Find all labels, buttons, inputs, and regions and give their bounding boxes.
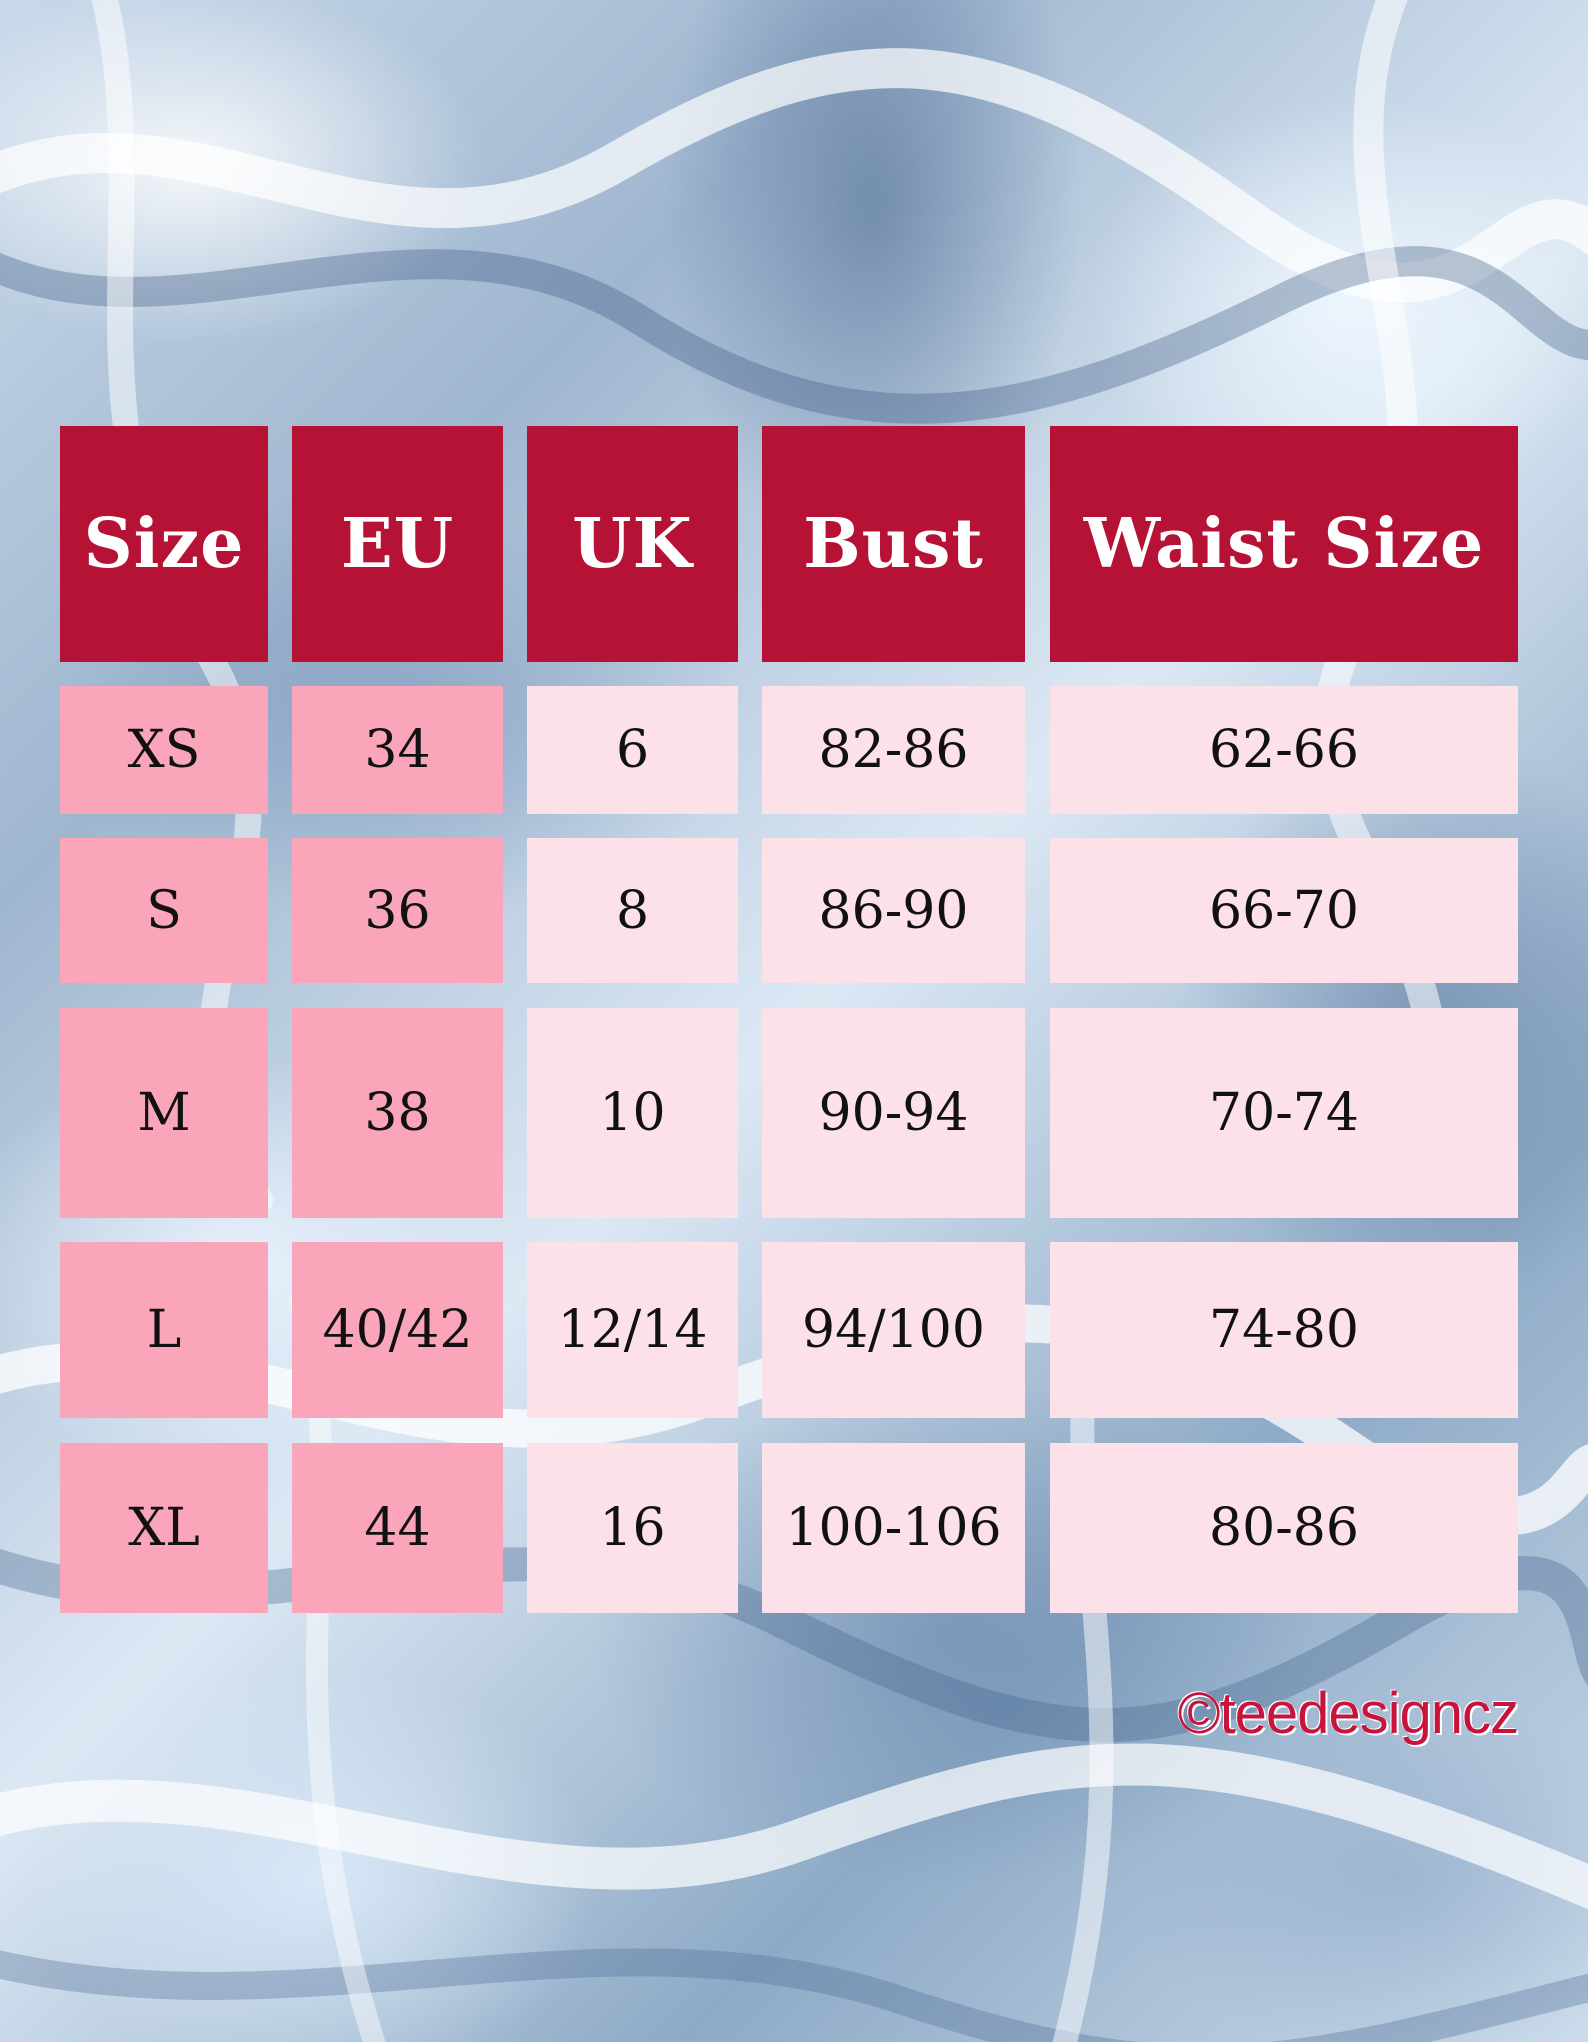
cell-size: M: [60, 1008, 268, 1218]
cell-bust: 82-86: [762, 686, 1025, 814]
cell-size: XL: [60, 1443, 268, 1613]
cell-waist: 66-70: [1050, 838, 1518, 983]
cell-uk: 8: [527, 838, 738, 983]
cell-uk: 12/14: [527, 1242, 738, 1418]
cell-waist: 80-86: [1050, 1443, 1518, 1613]
cell-waist: 70-74: [1050, 1008, 1518, 1218]
header-eu: EU: [292, 426, 503, 662]
cell-waist: 62-66: [1050, 686, 1518, 814]
cell-waist: 74-80: [1050, 1242, 1518, 1418]
cell-size: S: [60, 838, 268, 983]
cell-bust: 90-94: [762, 1008, 1025, 1218]
header-bust: Bust: [762, 426, 1025, 662]
cell-bust: 86-90: [762, 838, 1025, 983]
cell-eu: 40/42: [292, 1242, 503, 1418]
copyright-text: ©teedesigncz: [1177, 1681, 1519, 1746]
header-size: Size: [60, 426, 268, 662]
cell-eu: 38: [292, 1008, 503, 1218]
cell-eu: 34: [292, 686, 503, 814]
cell-eu: 44: [292, 1443, 503, 1613]
cell-size: XS: [60, 686, 268, 814]
header-waist-size: Waist Size: [1050, 426, 1518, 662]
cell-bust: 94/100: [762, 1242, 1025, 1418]
cell-eu: 36: [292, 838, 503, 983]
cell-uk: 16: [527, 1443, 738, 1613]
cell-bust: 100-106: [762, 1443, 1025, 1613]
header-uk: UK: [527, 426, 738, 662]
cell-size: L: [60, 1242, 268, 1418]
cell-uk: 10: [527, 1008, 738, 1218]
cell-uk: 6: [527, 686, 738, 814]
